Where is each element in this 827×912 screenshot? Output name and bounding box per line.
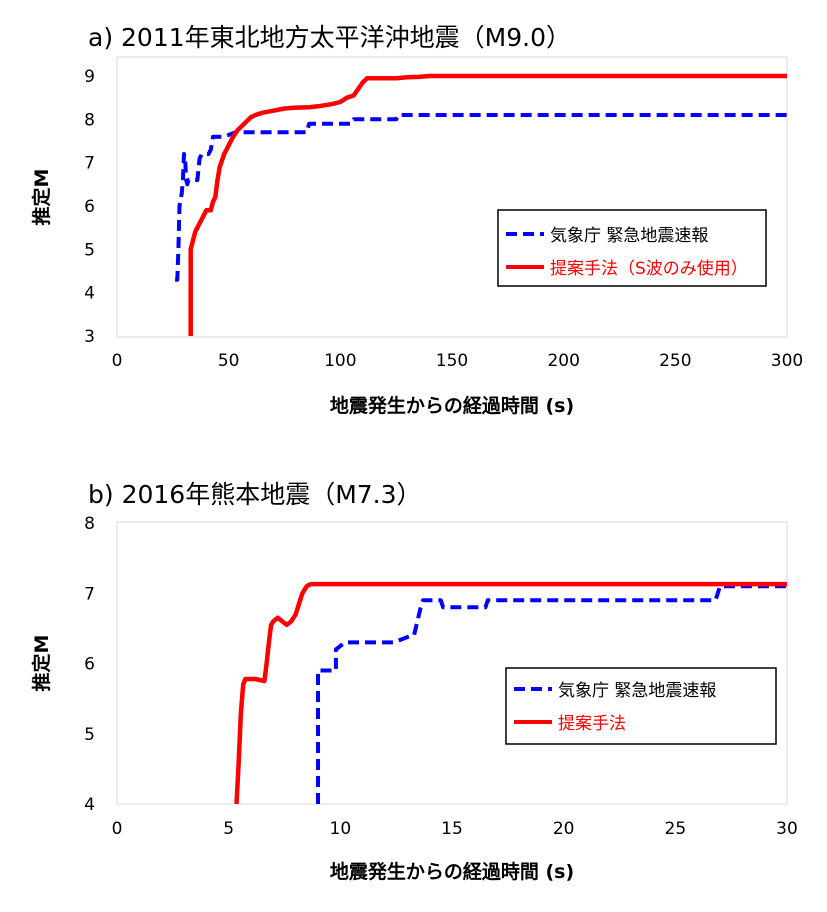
- chart-a-y-axis-label: 推定M: [30, 169, 53, 226]
- series-line-jma: [316, 584, 787, 804]
- chart-b-legend-label-proposed: 提案手法: [558, 714, 626, 734]
- x-tick-label: 200: [547, 351, 579, 371]
- chart-b-x-axis-label: 地震発生からの経過時間 (s): [330, 860, 574, 883]
- y-tick-label: 5: [84, 240, 95, 260]
- x-tick-label: 300: [771, 351, 803, 371]
- chart-b-x-ticks: 0 5 10 15 20 25 30: [112, 819, 798, 839]
- chart-b-legend-box: [505, 667, 777, 745]
- chart-a-series: [175, 73, 787, 336]
- chart-b-legend-label-jma: 気象庁 緊急地震速報: [558, 681, 716, 701]
- chart-a-legend: 気象庁 緊急地震速報 提案手法（S波のみ使用）: [497, 209, 767, 287]
- y-tick-label: 5: [84, 725, 95, 745]
- x-tick-label: 0: [112, 819, 123, 839]
- series-line-proposed: [234, 581, 787, 805]
- chart-b-legend: 気象庁 緊急地震速報 提案手法: [505, 667, 777, 745]
- y-tick-label: 3: [84, 327, 95, 347]
- x-tick-label: 15: [441, 819, 463, 839]
- chart-a-title: a) 2011年東北地方太平洋沖地震（M9.0）: [88, 23, 571, 52]
- x-tick-label: 30: [776, 819, 798, 839]
- chart-a-plot-area: [116, 56, 788, 338]
- x-tick-label: 25: [665, 819, 687, 839]
- chart-a-legend-label-proposed: 提案手法（S波のみ使用）: [550, 258, 748, 279]
- x-tick-label: 0: [112, 351, 123, 371]
- y-tick-label: 8: [84, 110, 95, 130]
- x-tick-label: 250: [659, 351, 691, 371]
- chart-b: b) 2016年熊本地震（M7.3） 4 5 6 7 8 0 5 10 15 20 25 30 地震…: [30, 480, 798, 883]
- y-tick-label: 9: [84, 67, 95, 87]
- chart-b-y-axis-label: 推定M: [30, 635, 53, 692]
- y-tick-label: 4: [84, 284, 95, 304]
- chart-b-series: [234, 581, 787, 805]
- y-tick-label: 4: [84, 795, 95, 815]
- y-tick-label: 6: [84, 197, 95, 217]
- x-tick-label: 5: [223, 819, 234, 839]
- chart-a-legend-label-jma: 気象庁 緊急地震速報: [550, 226, 708, 246]
- chart-b-plot-area: [116, 521, 788, 805]
- series-line-proposed: [188, 73, 787, 336]
- x-tick-label: 50: [218, 351, 240, 371]
- y-tick-label: 8: [84, 514, 95, 534]
- chart-b-y-ticks: 4 5 6 7 8: [84, 514, 95, 815]
- y-tick-label: 6: [84, 655, 95, 675]
- chart-a-x-ticks: 0 50 100 150 200 250 300: [112, 351, 804, 371]
- chart-a-x-axis-label: 地震発生からの経過時間 (s): [330, 394, 574, 417]
- y-tick-label: 7: [84, 154, 95, 174]
- x-tick-label: 10: [330, 819, 352, 839]
- x-tick-label: 20: [553, 819, 575, 839]
- x-tick-label: 150: [436, 351, 468, 371]
- chart-a-legend-box: [497, 209, 767, 287]
- series-line-jma: [175, 113, 787, 282]
- x-tick-label: 100: [324, 351, 356, 371]
- y-tick-label: 7: [84, 584, 95, 604]
- chart-a-y-ticks: 3 4 5 6 7 8 9: [84, 67, 95, 347]
- chart-b-title: b) 2016年熊本地震（M7.3）: [88, 480, 422, 509]
- chart-a: a) 2011年東北地方太平洋沖地震（M9.0） 3 4 5 6 7 8 9 0 50 100 1…: [30, 23, 803, 417]
